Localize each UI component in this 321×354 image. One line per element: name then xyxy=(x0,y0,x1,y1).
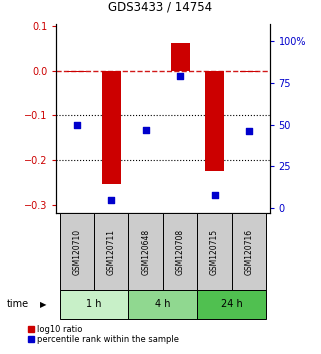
Legend: log10 ratio, percentile rank within the sample: log10 ratio, percentile rank within the … xyxy=(28,325,179,344)
Text: GSM120711: GSM120711 xyxy=(107,229,116,274)
Bar xyxy=(232,213,266,290)
Text: ▶: ▶ xyxy=(40,299,47,309)
Bar xyxy=(197,290,266,319)
Text: GSM120710: GSM120710 xyxy=(72,228,81,275)
Text: 1 h: 1 h xyxy=(86,299,102,309)
Bar xyxy=(60,290,128,319)
Text: time: time xyxy=(6,299,29,309)
Point xyxy=(109,197,114,202)
Point xyxy=(74,122,79,127)
Bar xyxy=(128,213,163,290)
Point xyxy=(178,73,183,79)
Text: GSM120708: GSM120708 xyxy=(176,228,185,275)
Text: 4 h: 4 h xyxy=(155,299,171,309)
Bar xyxy=(163,213,197,290)
Bar xyxy=(60,213,94,290)
Text: GSM120648: GSM120648 xyxy=(141,228,150,275)
Bar xyxy=(94,213,128,290)
Text: 24 h: 24 h xyxy=(221,299,243,309)
Text: GDS3433 / 14754: GDS3433 / 14754 xyxy=(108,0,213,13)
Bar xyxy=(67,71,86,72)
Point xyxy=(247,129,252,134)
Text: GSM120715: GSM120715 xyxy=(210,228,219,275)
Bar xyxy=(171,43,190,71)
Point xyxy=(212,192,217,198)
Bar xyxy=(102,71,121,184)
Bar xyxy=(128,290,197,319)
Bar xyxy=(197,213,232,290)
Bar xyxy=(239,71,258,72)
Bar xyxy=(205,71,224,171)
Point xyxy=(143,127,148,132)
Text: GSM120716: GSM120716 xyxy=(245,228,254,275)
